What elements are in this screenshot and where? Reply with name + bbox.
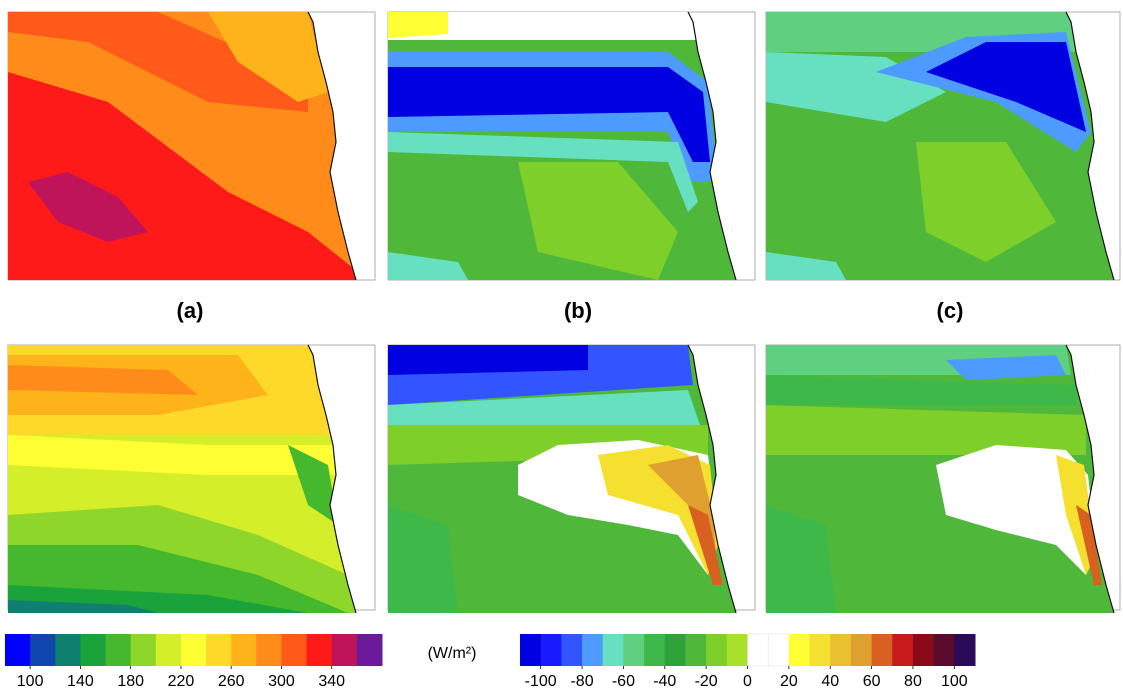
colorbar-box xyxy=(520,634,542,666)
colorbar-box xyxy=(830,634,852,666)
panel-label: (c) xyxy=(937,298,964,323)
colorbar-box xyxy=(933,634,955,666)
colorbar-box xyxy=(281,634,308,666)
colorbar-box xyxy=(954,634,976,666)
colorbar-tick-label: 140 xyxy=(67,673,94,690)
colorbar-box xyxy=(130,634,157,666)
colorbar-box xyxy=(540,634,562,666)
colorbar-tick-label: 180 xyxy=(117,673,144,690)
colorbar-box xyxy=(685,634,707,666)
colorbar-box xyxy=(706,634,728,666)
colorbar-box xyxy=(664,634,686,666)
colorbar-tick-label: 260 xyxy=(218,673,245,690)
colorbar-box xyxy=(871,634,893,666)
colorbar-tick-label: 40 xyxy=(821,673,839,690)
colorbar-box xyxy=(306,634,333,666)
colorbar-tick-label: -60 xyxy=(612,673,635,690)
colorbar-box xyxy=(30,634,56,666)
colorbar-tick-label: 60 xyxy=(863,673,881,690)
colorbar-tick-label: 300 xyxy=(268,673,295,690)
colorbar-box xyxy=(356,634,383,666)
colorbar-box xyxy=(602,634,624,666)
colorbar-tick-label: -20 xyxy=(695,673,718,690)
colorbar-tick-label: 80 xyxy=(904,673,922,690)
colorbar-box xyxy=(206,634,232,666)
colorbar-tick-label: 220 xyxy=(168,673,195,690)
colorbar-box xyxy=(747,633,769,667)
colorbar-tick-label: 340 xyxy=(318,673,345,690)
map-panel xyxy=(387,344,756,614)
colorbar-box xyxy=(767,633,790,667)
colorbar-box xyxy=(80,634,107,666)
colorbar-box xyxy=(561,634,583,666)
colorbar-box xyxy=(850,634,873,666)
map-panel xyxy=(387,11,756,281)
colorbar-tick-label: -40 xyxy=(653,673,676,690)
colorbar-box xyxy=(912,634,935,666)
panel-label: (a) xyxy=(177,298,204,323)
colorbar-box xyxy=(726,634,748,666)
colorbar-tick-label: -100 xyxy=(525,673,557,690)
colorbar-tick-label: 100 xyxy=(17,673,44,690)
colorbar-box xyxy=(155,634,182,666)
panel-label: (b) xyxy=(564,298,592,323)
colorbar-tick-label: 0 xyxy=(743,673,752,690)
colorbar-tick-label: 100 xyxy=(941,673,968,690)
colorbar-box xyxy=(331,634,358,666)
colorbar-box xyxy=(644,634,666,666)
colorbar-box xyxy=(892,634,914,666)
map-panel xyxy=(7,344,376,614)
colorbar-box xyxy=(105,634,132,666)
map-panel xyxy=(765,11,1121,281)
colorbar-box xyxy=(788,634,811,666)
colorbar-box xyxy=(256,634,282,666)
colorbar-box xyxy=(5,634,31,666)
unit-label: (W/m²) xyxy=(428,645,477,662)
map-panel xyxy=(765,344,1121,614)
colorbar-box xyxy=(623,634,645,666)
panel-labels: (a) (b) (c) (W/m²) xyxy=(177,298,964,662)
colorbar-box xyxy=(180,634,207,666)
colorbar-tick-label: -80 xyxy=(570,673,593,690)
colorbar-tick-label: 20 xyxy=(780,673,798,690)
colorbar-box xyxy=(582,634,604,666)
colorbar-box xyxy=(231,634,257,666)
map-panel xyxy=(7,11,376,281)
colorbar-box xyxy=(809,634,831,666)
colorbar-box xyxy=(55,634,81,666)
